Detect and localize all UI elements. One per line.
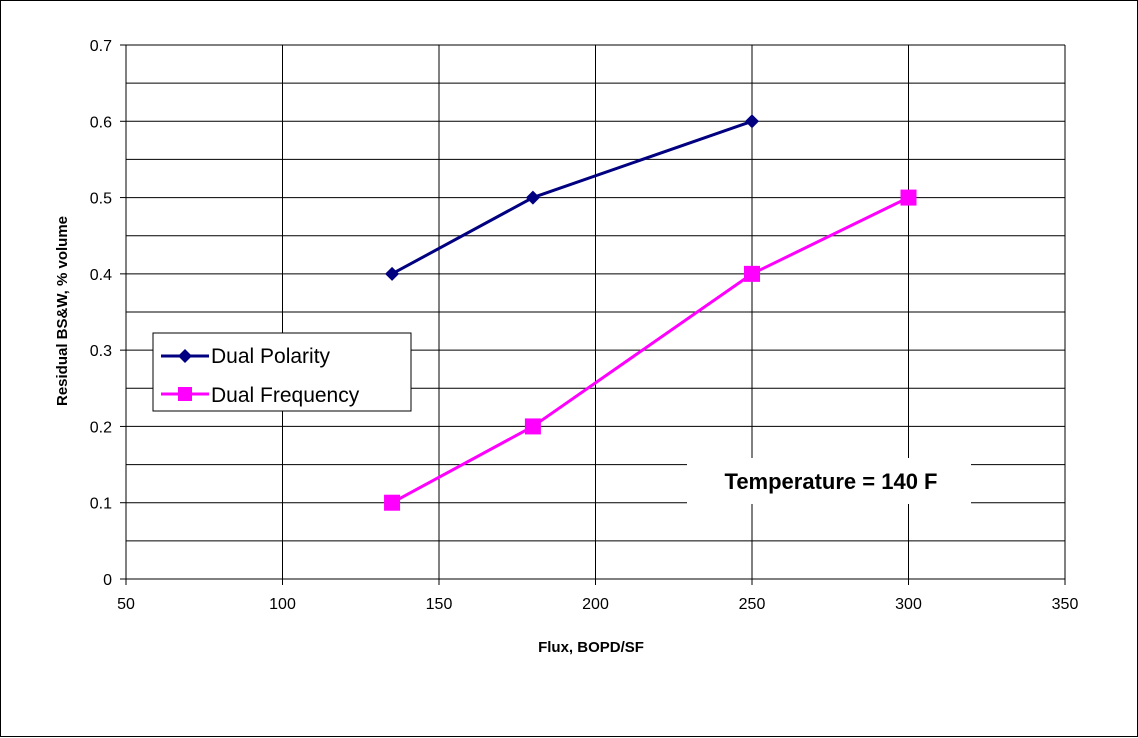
data-point-dual-frequency [900,189,917,206]
x-tick-label: 250 [739,596,766,613]
y-tick-label: 0.7 [90,38,112,55]
annotation-box [687,458,971,504]
data-point-dual-polarity [745,114,759,129]
y-axis-title: Residual BS&W, % volume [54,216,71,406]
y-tick-label: 0.1 [90,496,112,513]
y-tick-label: 0.5 [90,191,112,208]
x-axis-title: Flux, BOPD/SF [538,639,644,656]
series [384,114,917,511]
x-tick-label: 150 [426,596,453,613]
x-tick-label: 200 [582,596,609,613]
x-tick-label: 100 [269,596,296,613]
x-tick-label: 300 [895,596,922,613]
axes [120,44,1066,585]
data-point-dual-frequency [744,265,760,282]
legend-marker-dual-frequency [178,387,192,401]
data-point-dual-frequency [524,418,541,435]
y-tick-label: 0 [103,572,112,589]
y-tick-label: 0.2 [90,419,112,436]
legend-label-dual-polarity: Dual Polarity [211,345,331,368]
annotation: Temperature = 140 F [687,458,971,504]
series-line-dual-frequency [391,196,910,505]
data-point-dual-polarity [525,190,540,205]
data-point-dual-polarity [385,266,400,281]
y-tick-label: 0.3 [90,343,112,360]
legend-box [152,332,412,412]
annotation-text: Temperature = 140 F [725,469,938,494]
x-tick-label: 50 [117,596,135,613]
y-tick-label: 0.6 [90,114,112,131]
x-tick-label: 350 [1052,596,1079,613]
y-tick-label: 0.4 [90,267,112,284]
data-point-dual-frequency [384,494,401,511]
tick-labels: 50 100 150 200 250 300 350 0 0.1 0.2 0.3 0.4 0.5 0.6 0… [90,38,1079,613]
legend-marker-dual-polarity [178,349,192,363]
legend: Dual Polarity Dual Frequency [152,332,412,412]
legend-label-dual-frequency: Dual Frequency [211,384,360,407]
